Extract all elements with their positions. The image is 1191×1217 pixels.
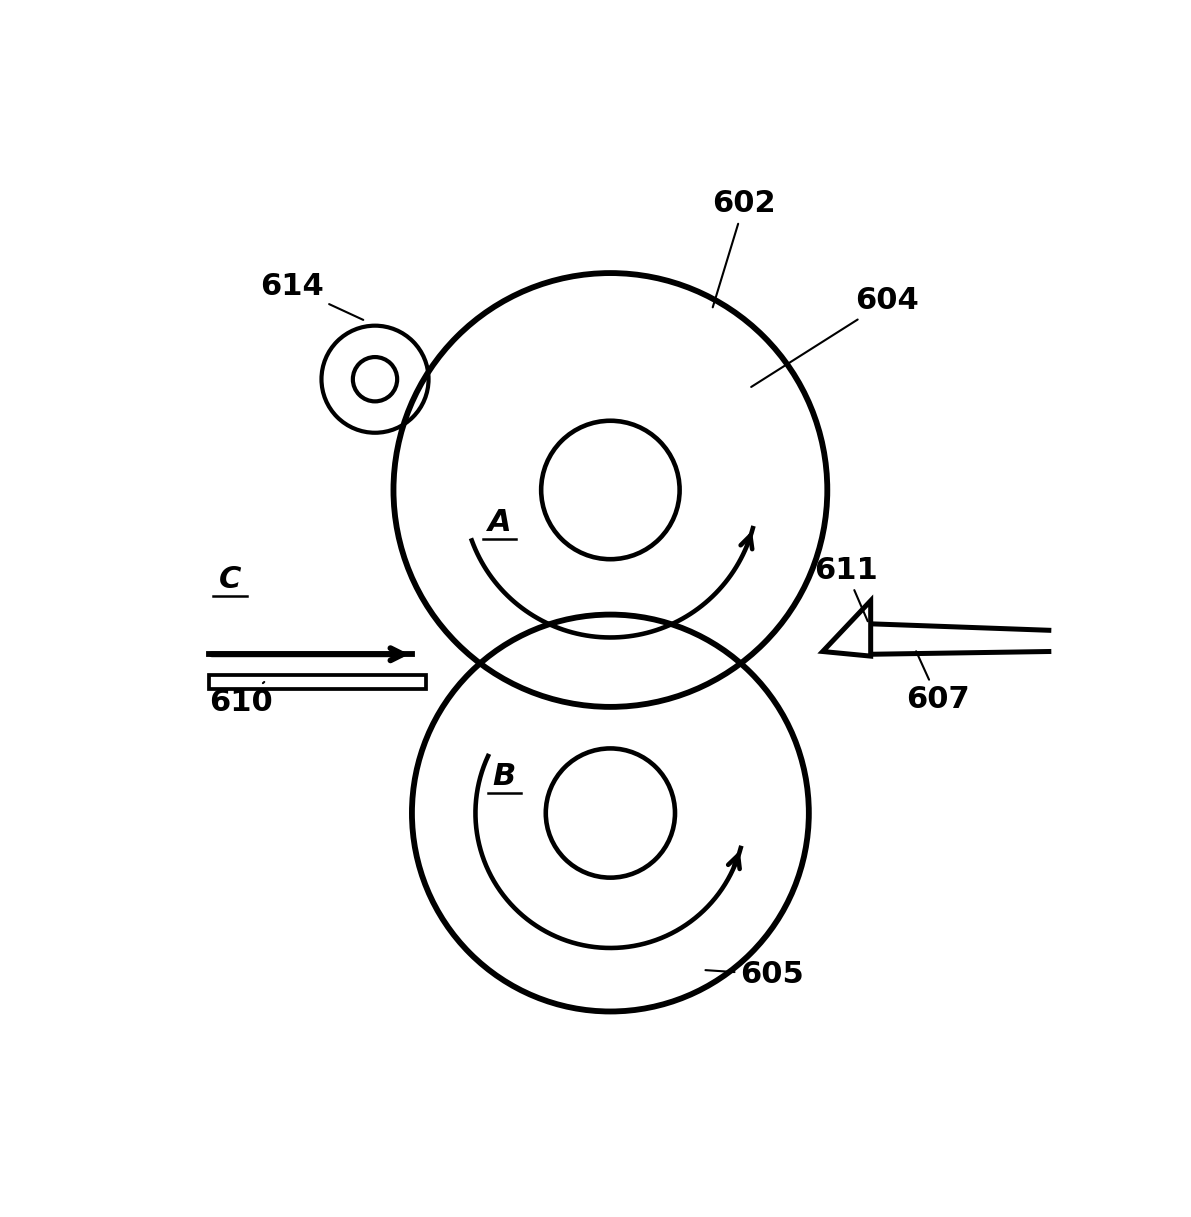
Bar [208,674,426,689]
Text: 614: 614 [260,273,363,320]
Text: C: C [219,565,242,594]
Text: B: B [493,762,516,791]
Text: 604: 604 [752,286,919,387]
Text: 605: 605 [705,960,804,989]
Text: A: A [488,507,511,537]
Text: 607: 607 [906,651,969,714]
Text: 610: 610 [210,682,273,717]
Polygon shape [823,601,871,656]
Text: 602: 602 [712,190,777,308]
Text: 611: 611 [813,556,878,621]
